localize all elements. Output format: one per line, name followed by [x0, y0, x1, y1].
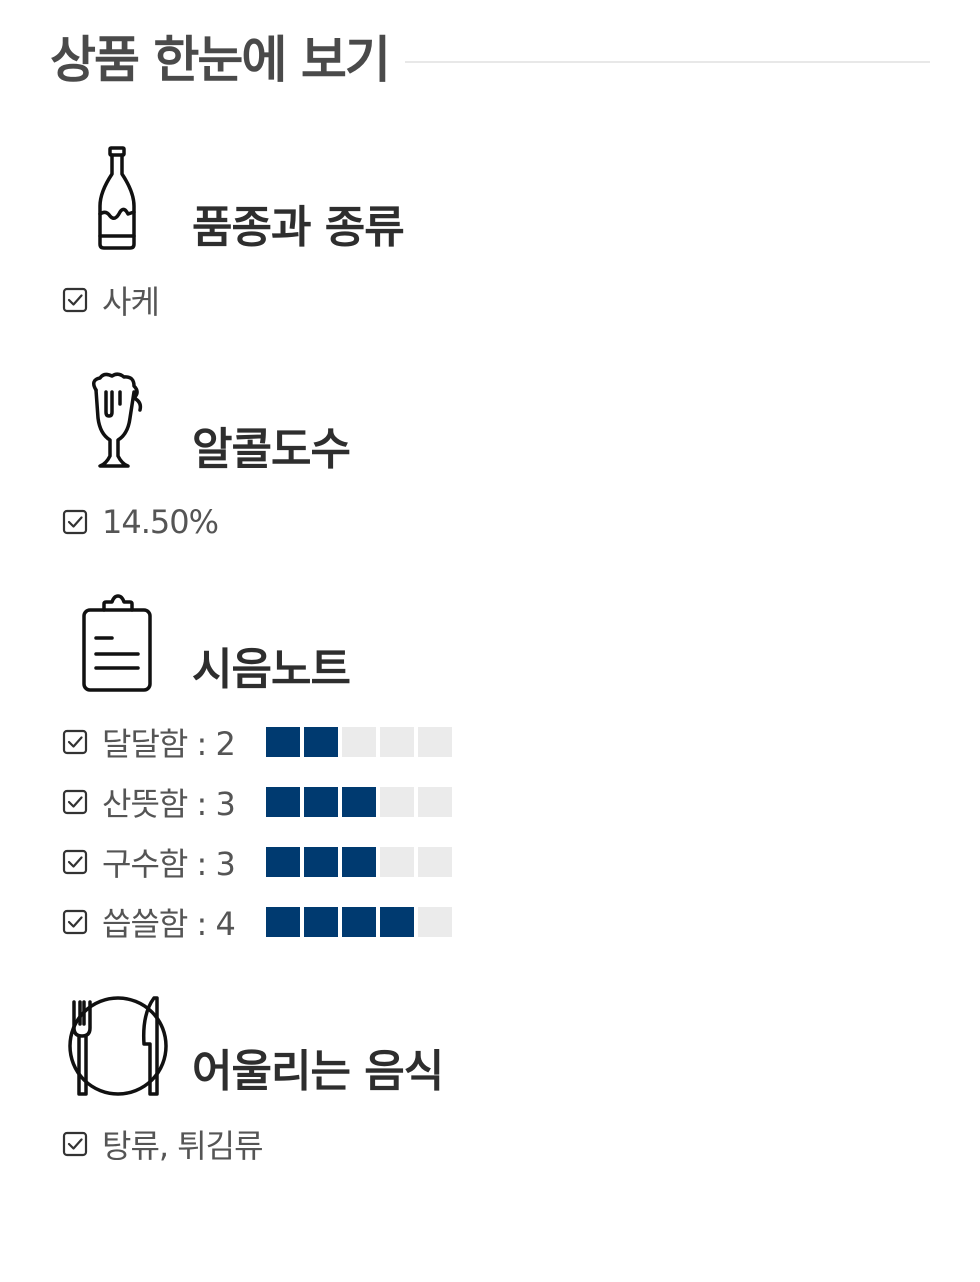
tasting-note-label: 씁쓸함 : 4 [102, 905, 236, 943]
rating-bar [266, 727, 452, 757]
checkbox-icon [62, 287, 88, 313]
bottle-icon [62, 140, 172, 250]
tasting-note-label: 산뜻함 : 3 [102, 785, 236, 823]
rating-bar [266, 847, 452, 877]
tasting-note-label: 구수함 : 3 [102, 845, 236, 883]
rating-cell-filled [266, 727, 300, 757]
rating-cell-empty [380, 847, 414, 877]
tasting-note-row: 달달함 : 2 [62, 722, 452, 763]
variety-value-row: 사케 [62, 280, 160, 321]
rating-cell-empty [418, 727, 452, 757]
rating-cell-filled [304, 847, 338, 877]
rating-cell-filled [266, 847, 300, 877]
variety-value: 사케 [102, 283, 160, 321]
rating-cell-filled [304, 907, 338, 937]
rating-cell-filled [266, 907, 300, 937]
section-pairing: 어울리는 음식 [62, 990, 662, 1120]
plate-fork-knife-icon [62, 990, 172, 1100]
rating-bar [266, 907, 452, 937]
rating-cell-filled [342, 847, 376, 877]
section-alcohol: 알콜도수 [62, 368, 662, 498]
rating-cell-filled [380, 907, 414, 937]
rating-bar [266, 787, 452, 817]
page-title: 상품 한눈에 보기 [50, 31, 391, 89]
rating-cell-empty [418, 907, 452, 937]
checkbox-icon [62, 909, 88, 935]
rating-cell-filled [304, 727, 338, 757]
checkbox-icon [62, 729, 88, 755]
section-title-tasting: 시음노트 [192, 644, 351, 695]
checkbox-icon [62, 1131, 88, 1157]
section-title-pairing: 어울리는 음식 [192, 1046, 444, 1097]
section-tasting: 시음노트 [62, 590, 662, 720]
tasting-note-row: 구수함 : 3 [62, 842, 452, 883]
pairing-value-row: 탕류, 튀김류 [62, 1124, 264, 1165]
tasting-note-row: 산뜻함 : 3 [62, 782, 452, 823]
title-divider [404, 61, 930, 63]
rating-cell-filled [266, 787, 300, 817]
beer-glass-icon [62, 368, 172, 478]
checkbox-icon [62, 849, 88, 875]
tasting-note-label: 달달함 : 2 [102, 725, 236, 763]
checkbox-icon [62, 789, 88, 815]
alcohol-value-row: 14.50% [62, 502, 219, 542]
rating-cell-empty [418, 787, 452, 817]
rating-cell-empty [380, 727, 414, 757]
pairing-value: 탕류, 튀김류 [102, 1127, 264, 1165]
rating-cell-filled [342, 907, 376, 937]
rating-cell-empty [418, 847, 452, 877]
section-variety: 품종과 종류 [62, 140, 662, 270]
alcohol-value: 14.50% [102, 503, 219, 541]
rating-cell-filled [304, 787, 338, 817]
rating-cell-filled [342, 787, 376, 817]
tasting-note-row: 씁쓸함 : 4 [62, 902, 452, 943]
checkbox-icon [62, 509, 88, 535]
rating-cell-empty [380, 787, 414, 817]
section-title-alcohol: 알콜도수 [192, 424, 351, 475]
rating-cell-empty [342, 727, 376, 757]
clipboard-icon [62, 590, 172, 700]
page-header: 상품 한눈에 보기 [50, 24, 930, 96]
section-title-variety: 품종과 종류 [192, 202, 405, 253]
